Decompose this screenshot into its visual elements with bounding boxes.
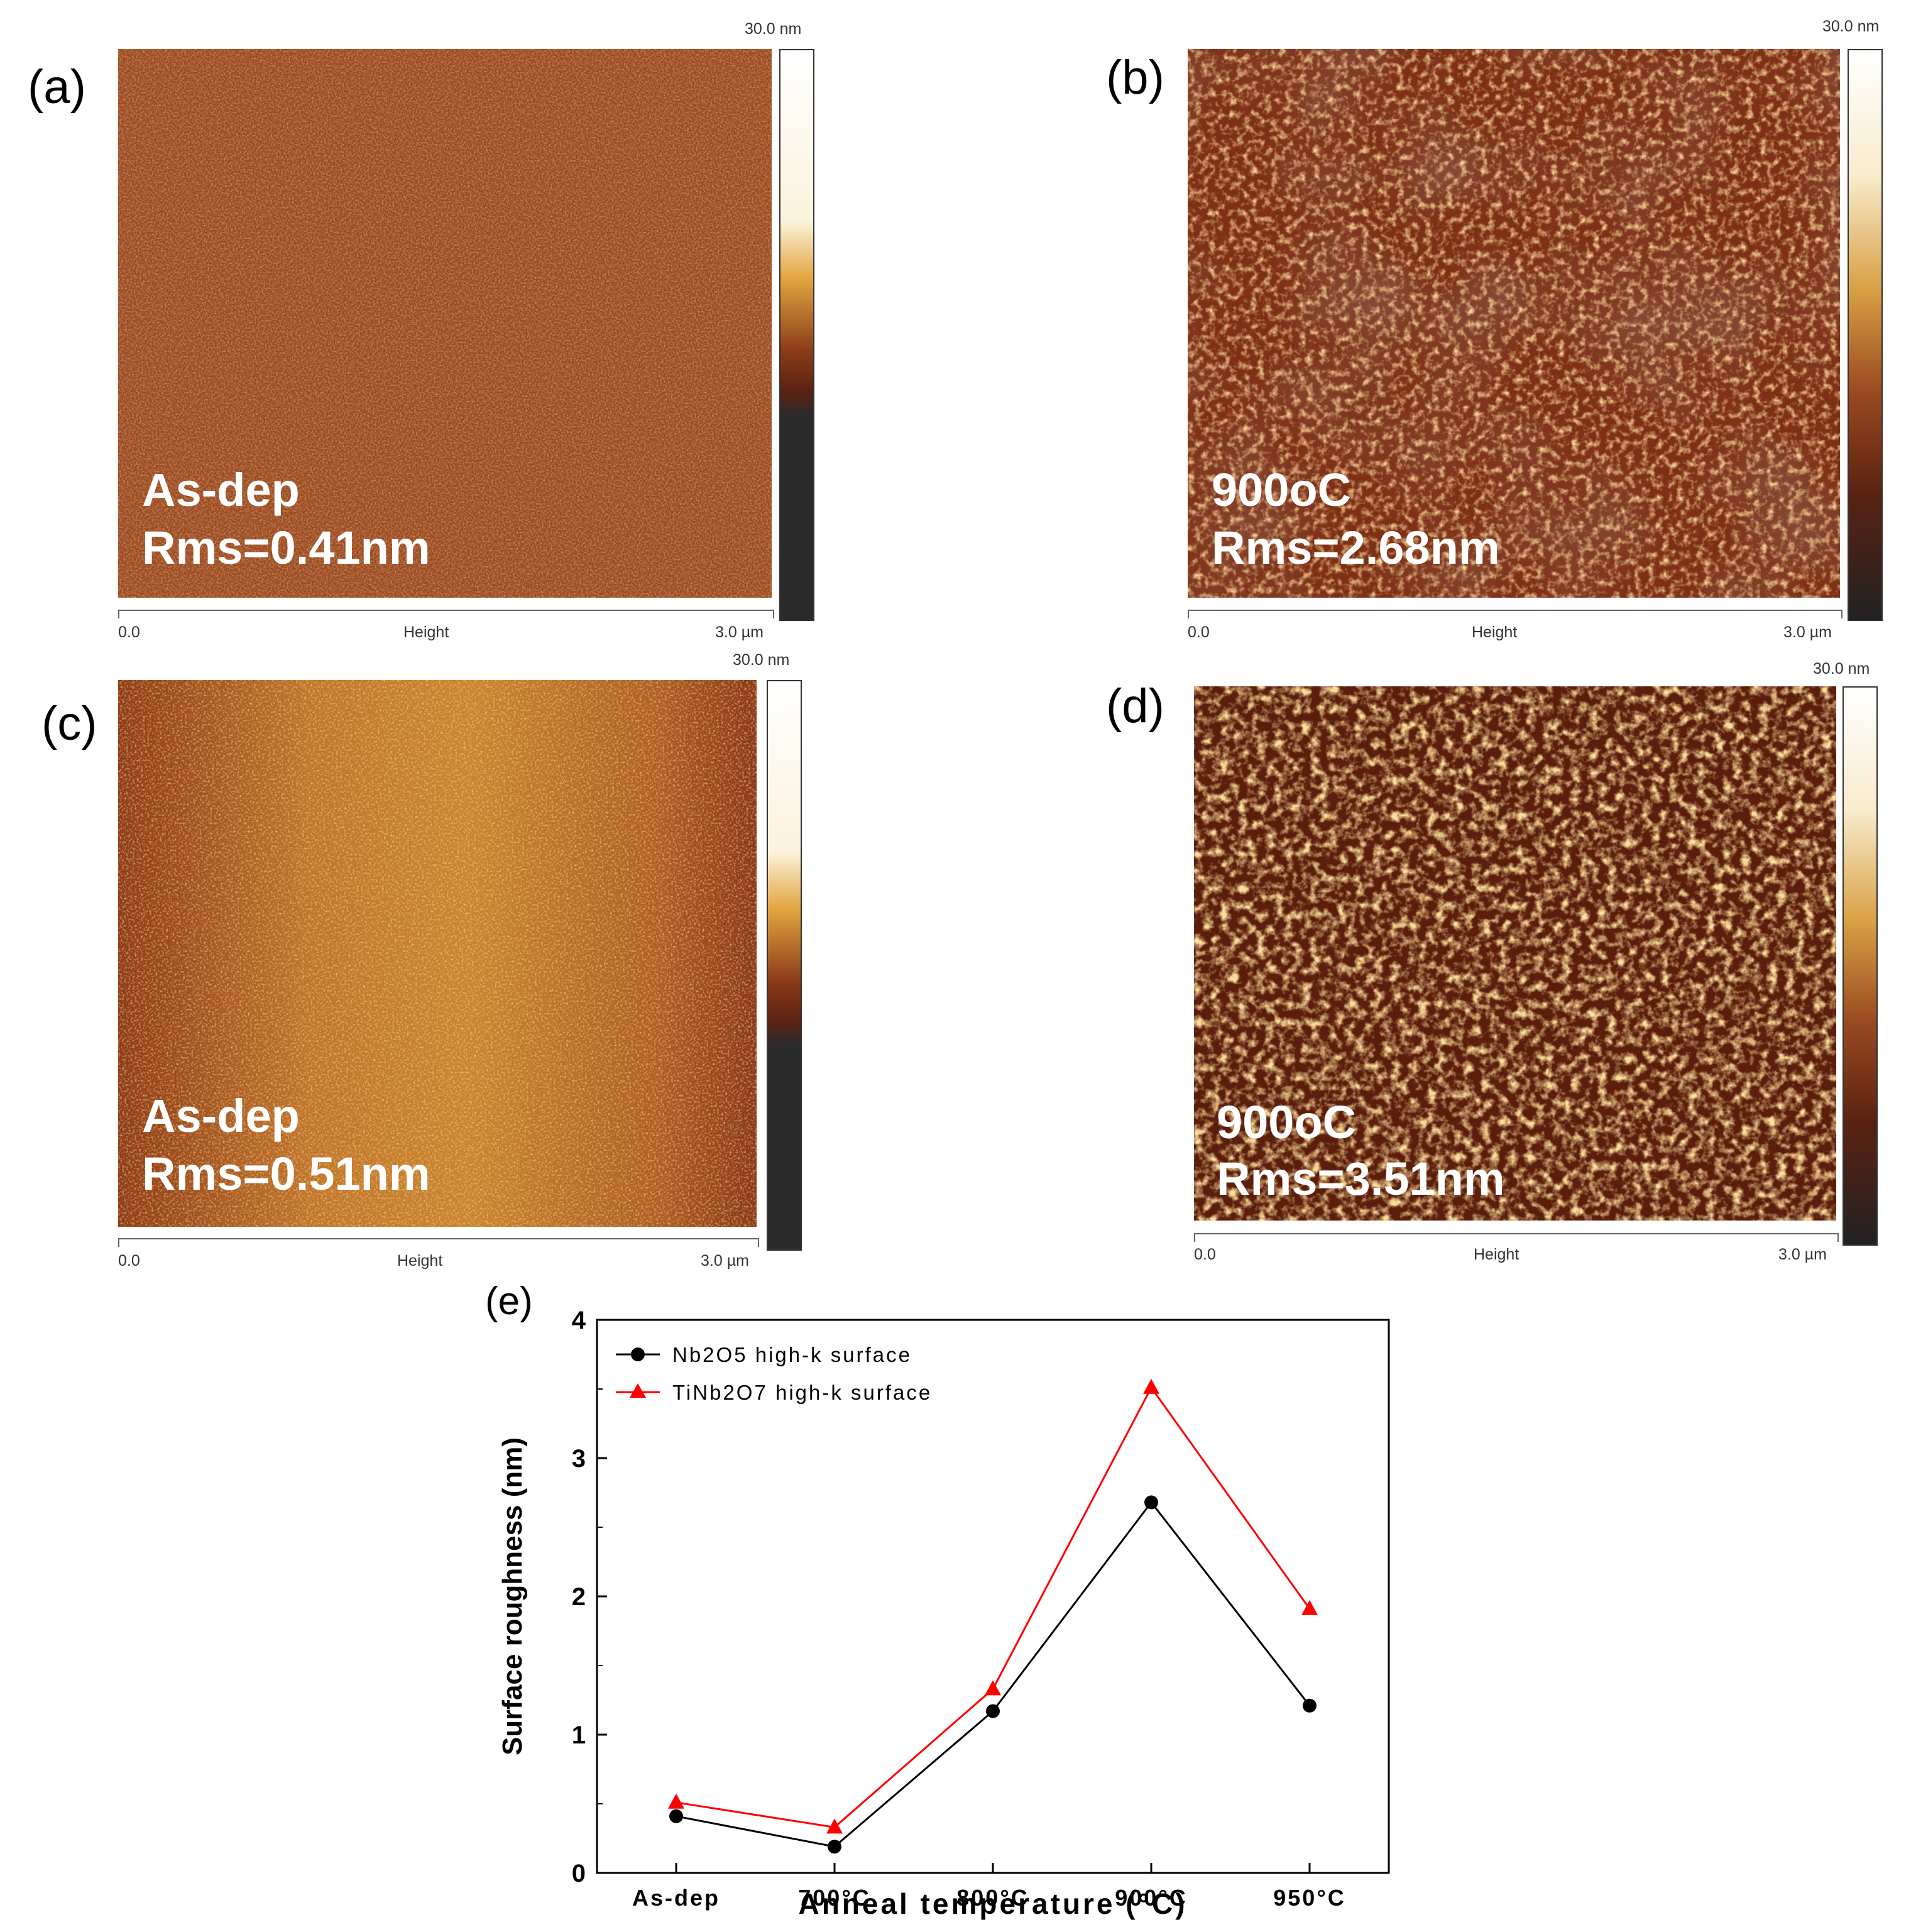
- series-line-2: [676, 1385, 1311, 1828]
- data-point-triangle: [826, 1818, 843, 1834]
- panel-a-axis-start: 0.0: [118, 623, 140, 641]
- panel-d-scale-bar: [1194, 1233, 1839, 1242]
- panel-d-axis-end: 3.0 µm: [1778, 1246, 1827, 1263]
- data-point-circle: [669, 1809, 683, 1823]
- panel-a-scale-max: 30.0 nm: [745, 20, 802, 38]
- panel-a-rms-label: Rms=0.41nm: [142, 522, 430, 574]
- panel-c-axis-end: 3.0 µm: [701, 1252, 749, 1270]
- x-tick-label: 900°C: [1115, 1885, 1187, 1911]
- panel-b-scale-bar: [1188, 610, 1843, 618]
- y-tick-label: 4: [572, 1307, 586, 1334]
- panel-d-colorbar: [1843, 686, 1878, 1246]
- panel-b-axis-label: Height: [1472, 623, 1518, 641]
- panel-b-sample-label: 900oC: [1212, 464, 1352, 516]
- x-tick-label: 800°C: [956, 1885, 1029, 1911]
- panel-b-letter: (b): [1106, 51, 1164, 104]
- panel-d-rms-label: Rms=3.51nm: [1217, 1153, 1505, 1205]
- data-point-circle: [986, 1704, 1000, 1718]
- panel-a-axis-end: 3.0 µm: [715, 623, 764, 641]
- legend-marker-circle: [631, 1347, 645, 1361]
- x-tick-label: 950°C: [1273, 1885, 1345, 1911]
- legend-label-nb2o5: Nb2O5 high-k surface: [672, 1343, 912, 1366]
- legend-label-tinb2o7: TiNb2O7 high-k surface: [672, 1381, 932, 1404]
- panel-b-rms-label: Rms=2.68nm: [1212, 522, 1500, 574]
- legend-marker-triangle: [630, 1383, 646, 1398]
- panel-a-letter: (a): [28, 60, 86, 114]
- series-line-1: [676, 1500, 1311, 1848]
- panel-b-axis-start: 0.0: [1188, 623, 1210, 641]
- panel-b-afm-image: [1188, 49, 1840, 598]
- y-axis-label: Surface roughness (nm): [497, 1437, 528, 1755]
- panel-c-sample-label: As-dep: [142, 1090, 300, 1142]
- data-point-triangle: [668, 1793, 684, 1809]
- y-tick-label: 1: [572, 1721, 586, 1749]
- panel-c-axis-start: 0.0: [118, 1252, 140, 1270]
- panel-d-axis-start: 0.0: [1194, 1246, 1216, 1263]
- y-ticks: 0 1 2 3 4: [572, 1307, 607, 1887]
- roughness-chart: 0 1 2 3 4 As-dep 700°C 800°C 900°C 950°C Surface…: [497, 1307, 1390, 1920]
- panel-a-colorbar: [779, 49, 814, 621]
- panel-a-scale-bar: [118, 610, 774, 618]
- panel-d-axis-label: Height: [1474, 1246, 1519, 1263]
- panel-d-scale-max: 30.0 nm: [1813, 660, 1870, 678]
- x-ticks: As-dep 700°C 800°C 900°C 950°C: [632, 1863, 1345, 1911]
- panel-a-axis-label: Height: [403, 623, 449, 641]
- data-point-triangle: [1143, 1378, 1159, 1394]
- data-point-triangle: [985, 1680, 1001, 1696]
- panel-b-axis-end: 3.0 µm: [1783, 623, 1832, 641]
- panel-a-sample-label: As-dep: [142, 464, 300, 516]
- panel-a-afm-image: [118, 49, 772, 598]
- y-tick-label: 3: [572, 1445, 586, 1473]
- panel-c-afm-image: [118, 680, 757, 1227]
- data-point-circle: [1303, 1698, 1317, 1713]
- y-tick-label: 0: [572, 1860, 586, 1887]
- x-axis-label: Anneal temperature (°C): [798, 1887, 1187, 1920]
- panel-c-rms-label: Rms=0.51nm: [142, 1148, 430, 1200]
- y-tick-label: 2: [572, 1583, 586, 1611]
- x-tick-label: 700°C: [798, 1885, 870, 1911]
- panel-b-colorbar: [1848, 49, 1883, 621]
- panel-c-letter: (c): [41, 697, 97, 750]
- series-layer: [668, 1378, 1318, 1854]
- panel-c-scale-bar: [118, 1238, 759, 1247]
- panel-c-colorbar: [767, 680, 802, 1251]
- data-point-circle: [828, 1840, 841, 1854]
- x-tick-label: As-dep: [632, 1885, 720, 1911]
- data-point-triangle: [1301, 1600, 1318, 1615]
- chart-letter: (e): [485, 1280, 533, 1323]
- panel-b-scale-max: 30.0 nm: [1822, 18, 1880, 35]
- panel-d-afm-image: [1194, 686, 1836, 1221]
- panel-c-axis-label: Height: [397, 1252, 443, 1270]
- panel-d-sample-label: 900oC: [1217, 1096, 1357, 1148]
- data-point-circle: [1144, 1495, 1158, 1510]
- panel-c-scale-max: 30.0 nm: [733, 651, 790, 669]
- legend: Nb2O5 high-k surface TiNb2O7 high-k surf…: [616, 1343, 932, 1404]
- panel-d-letter: (d): [1106, 679, 1164, 733]
